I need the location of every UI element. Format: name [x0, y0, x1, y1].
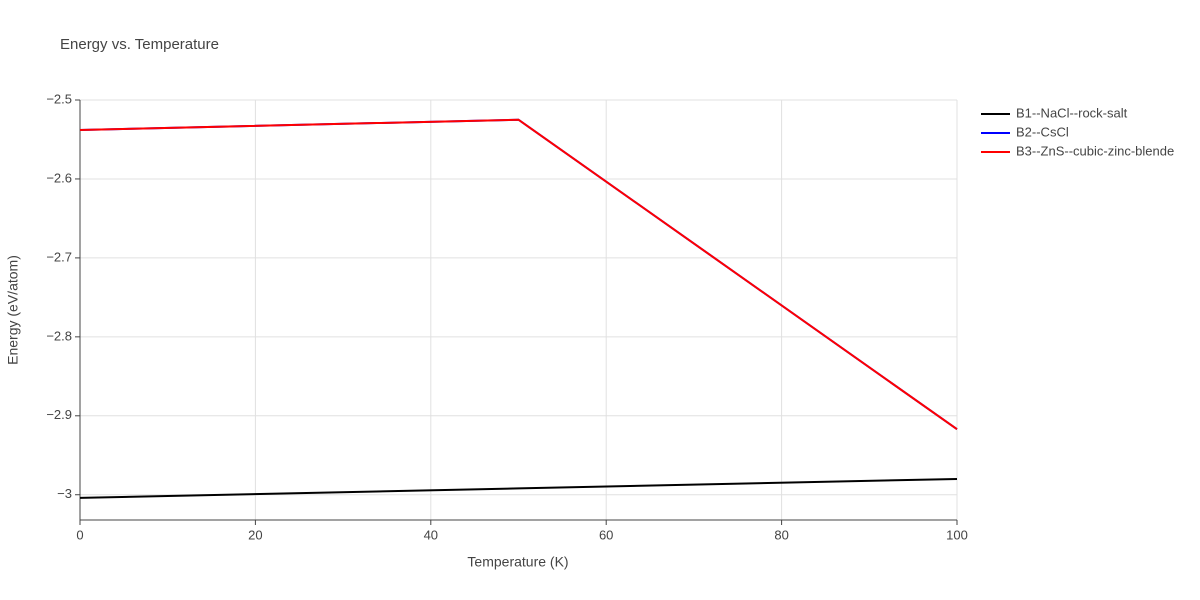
- line: [79, 477, 958, 499]
- x-tick-label: 60: [599, 527, 613, 542]
- chart-title: Energy vs. Temperature: [60, 36, 219, 53]
- y-tick-label: −2.8: [46, 328, 72, 343]
- legend-label: B1--NaCl--rock-salt: [1016, 105, 1128, 120]
- x-tick-label: 80: [774, 527, 788, 542]
- x-tick-label: 40: [424, 527, 438, 542]
- x-tick-label: 100: [946, 527, 968, 542]
- y-tick-label: −3: [57, 486, 72, 501]
- x-tick-label: 0: [76, 527, 83, 542]
- line: [79, 118, 958, 431]
- x-axis-title: Temperature (K): [467, 554, 568, 570]
- legend-label: B3--ZnS--cubic-zinc-blende: [1016, 143, 1174, 158]
- y-axis-title: Energy (eV/atom): [5, 255, 21, 365]
- y-tick-label: −2.5: [46, 91, 72, 106]
- y-tick-label: −2.7: [46, 249, 72, 264]
- line: [79, 118, 958, 431]
- y-tick-label: −2.6: [46, 170, 72, 185]
- legend-label: B2--CsCl: [1016, 124, 1069, 139]
- x-tick-label: 20: [248, 527, 262, 542]
- y-tick-label: −2.9: [46, 407, 72, 422]
